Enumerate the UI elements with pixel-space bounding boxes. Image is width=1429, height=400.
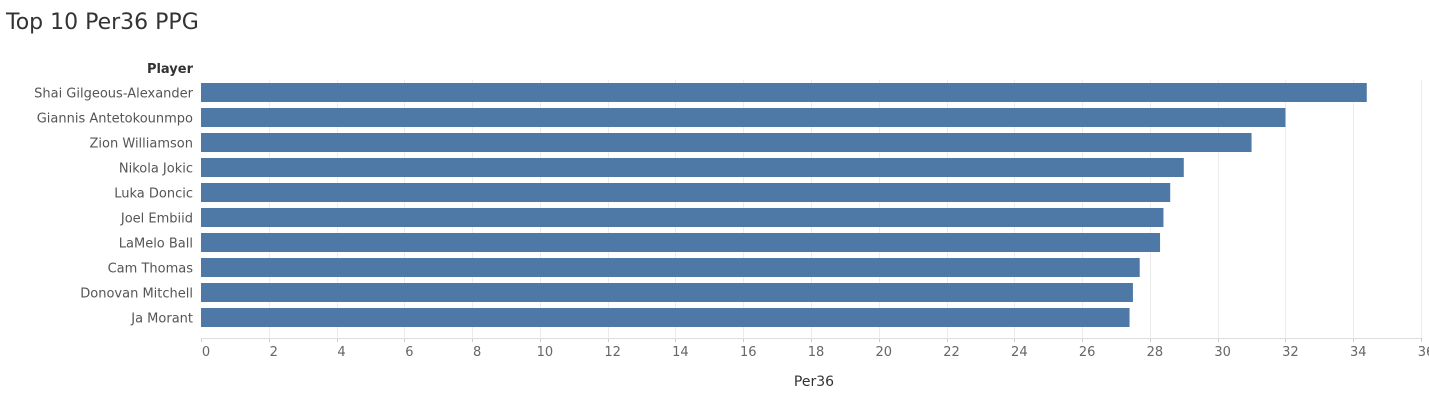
- x-tick-label: 22: [943, 345, 960, 360]
- x-tick-label: 6: [405, 345, 413, 360]
- x-tick-label: 8: [473, 345, 481, 360]
- bar[interactable]: [201, 108, 1286, 127]
- x-tick-label: 20: [876, 345, 893, 360]
- x-tick-label: 4: [337, 345, 345, 360]
- bar[interactable]: [201, 233, 1161, 252]
- category-label: Joel Embiid: [120, 212, 193, 227]
- x-tick-label: 16: [740, 345, 757, 360]
- x-tick-label: 32: [1282, 345, 1299, 360]
- category-label: Cam Thomas: [108, 262, 194, 277]
- category-labels: Shai Gilgeous-Alexander Giannis Antetokou…: [34, 87, 194, 327]
- chart-title: Top 10 Per36 PPG: [6, 10, 199, 35]
- bars: [201, 83, 1367, 327]
- x-tick-label: 2: [270, 345, 278, 360]
- x-axis-title: Per36: [794, 374, 834, 390]
- bar[interactable]: [201, 283, 1133, 302]
- category-label: LaMelo Ball: [119, 237, 193, 252]
- bar[interactable]: [201, 183, 1171, 202]
- category-header: Player: [147, 62, 194, 77]
- x-tick-label: 36: [1418, 345, 1429, 360]
- bar[interactable]: [201, 208, 1164, 227]
- bar[interactable]: [201, 258, 1140, 277]
- x-tick-label: 30: [1214, 345, 1231, 360]
- x-tick-label: 28: [1147, 345, 1164, 360]
- category-label: Ja Morant: [130, 312, 193, 327]
- x-tick-label: 14: [672, 345, 689, 360]
- x-tick-labels: 024681012141618202224262830323436: [202, 345, 1429, 360]
- x-tick-label: 18: [808, 345, 825, 360]
- category-label: Luka Doncic: [114, 187, 193, 202]
- category-label: Zion Williamson: [90, 137, 193, 152]
- category-label: Giannis Antetokounmpo: [37, 112, 193, 127]
- x-tick-label: 34: [1350, 345, 1367, 360]
- category-label: Shai Gilgeous-Alexander: [34, 87, 194, 102]
- bar[interactable]: [201, 133, 1252, 152]
- x-tick-label: 0: [202, 345, 210, 360]
- bar[interactable]: [201, 158, 1184, 177]
- x-tick-label: 24: [1011, 345, 1028, 360]
- category-label: Donovan Mitchell: [80, 287, 193, 302]
- x-tick-label: 10: [537, 345, 554, 360]
- x-tick-label: 26: [1079, 345, 1096, 360]
- category-label: Nikola Jokic: [119, 162, 193, 177]
- bar[interactable]: [201, 83, 1367, 102]
- x-tick-label: 12: [604, 345, 621, 360]
- bar[interactable]: [201, 308, 1130, 327]
